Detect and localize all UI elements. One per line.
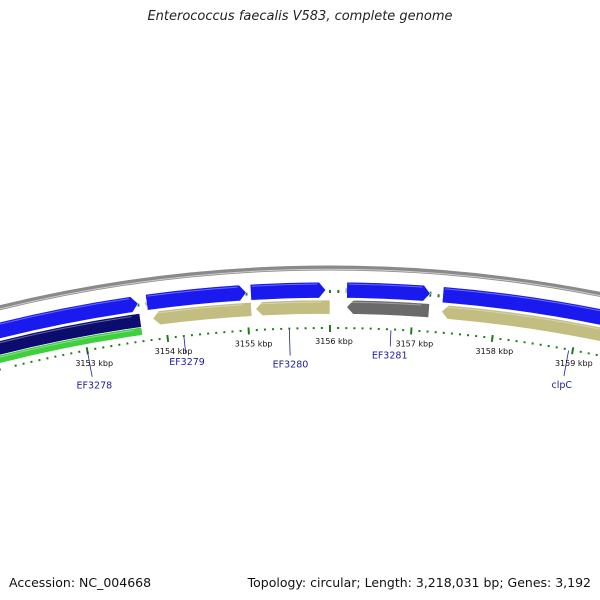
backbone-line xyxy=(0,265,600,311)
gene-feature-g1 xyxy=(0,296,139,339)
scale-label-3158: 3158 kbp xyxy=(476,347,514,356)
gene-feature-g7 xyxy=(255,299,331,316)
accession-text: Accession: NC_004668 xyxy=(9,575,152,590)
gene-highlight-g11 xyxy=(443,306,600,330)
scale-label-3153: 3153 kbp xyxy=(75,359,113,368)
gene-highlight-g4 xyxy=(147,286,238,297)
gene-highlight-g8 xyxy=(348,283,423,288)
scale-label-3155: 3155 kbp xyxy=(235,339,273,348)
gene-label-ef3278[interactable]: EF3278 xyxy=(77,381,113,392)
genome-backbone xyxy=(0,265,600,311)
gene-label-leader xyxy=(288,329,291,356)
ruler-major-tick xyxy=(166,334,170,343)
gene-highlight-g9 xyxy=(348,301,422,306)
gene-tracks xyxy=(0,281,600,364)
scale-label-3157: 3157 kbp xyxy=(395,339,433,348)
gene-label-ef3281[interactable]: EF3281 xyxy=(372,350,408,361)
gene-label-clpc[interactable]: clpC xyxy=(551,380,572,391)
gene-highlight-g5 xyxy=(153,304,243,314)
scale-label-3159: 3159 kbp xyxy=(555,359,593,368)
gene-label-leader xyxy=(389,330,392,347)
gene-feature-g11 xyxy=(441,304,600,342)
map-title: Enterococcus faecalis V583, complete gen… xyxy=(147,9,453,24)
gene-highlight-g2 xyxy=(0,316,132,344)
gene-label-ef3280[interactable]: EF3280 xyxy=(273,360,309,371)
ruler-major-tick xyxy=(490,334,494,343)
gene-highlight-g6 xyxy=(251,283,318,287)
gene-label-leader xyxy=(563,350,569,377)
ruler-major-tick xyxy=(571,347,575,355)
gene-highlight-g7 xyxy=(257,301,322,305)
gene-feature-g5 xyxy=(152,301,253,326)
gene-feature-g4 xyxy=(145,284,247,311)
gene-label-ef3279[interactable]: EF3279 xyxy=(169,357,205,368)
scale-label-3156: 3156 kbp xyxy=(315,337,353,346)
gene-feature-g6 xyxy=(249,281,327,301)
gene-feature-g8 xyxy=(346,281,431,302)
scale-label-3154: 3154 kbp xyxy=(155,347,193,356)
gene-highlight-g3 xyxy=(0,329,134,358)
gene-label-leader xyxy=(183,336,187,353)
gene-highlight-g10 xyxy=(444,288,600,312)
topology-text: Topology: circular; Length: 3,218,031 bp… xyxy=(247,575,591,590)
gene-feature-g10 xyxy=(441,286,600,326)
gene-feature-g3 xyxy=(0,326,143,364)
gene-feature-g9 xyxy=(346,299,430,318)
backbone-highlight xyxy=(0,268,600,310)
gene-highlight-g1 xyxy=(0,298,130,325)
gene-label-leader xyxy=(87,351,93,377)
gene-labels: EF3278 EF3279 EF3280 EF3281 clpC xyxy=(77,329,572,392)
scale-ruler: 3153 kbp 3154 kbp 3155 kbp 3156 kbp 3157 kbp… xyxy=(0,325,598,371)
